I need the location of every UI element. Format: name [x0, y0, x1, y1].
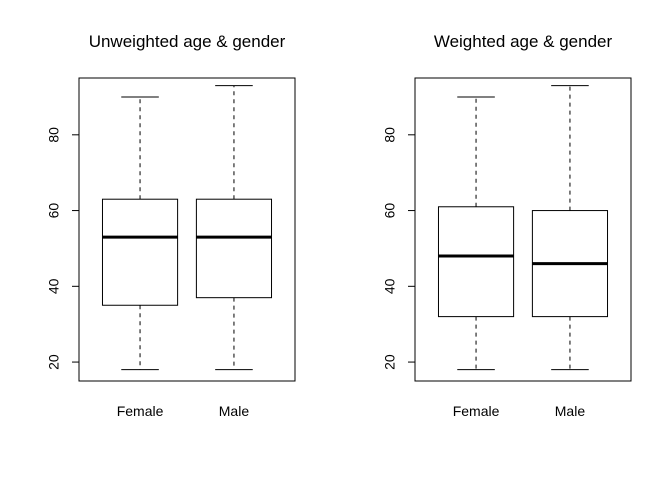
y-tick-label: 60	[382, 203, 398, 219]
iqr-box	[101, 198, 179, 306]
panel-unweighted: Unweighted age & gender 20 40 60 80 Female Ma…	[46, 32, 296, 419]
iqr-box	[437, 206, 515, 318]
x-tick-label: Female	[117, 403, 164, 419]
x-tick-label: Male	[555, 403, 586, 419]
x-tick-label: Female	[453, 403, 500, 419]
box-female	[437, 96, 515, 371]
chart-title: Weighted age & gender	[434, 32, 613, 51]
box-male	[195, 85, 273, 371]
y-tick-label: 80	[46, 127, 62, 143]
y-tick-label: 60	[46, 203, 62, 219]
box-male	[531, 85, 609, 371]
y-tick-label: 40	[382, 278, 398, 294]
x-tick-label: Male	[219, 403, 250, 419]
plot-frame	[78, 77, 296, 382]
plot-frame	[414, 77, 632, 382]
panel-weighted: Weighted age & gender 20 40 60 80 Female Male	[382, 32, 632, 419]
y-tick-label: 80	[382, 127, 398, 143]
y-tick-label: 40	[46, 278, 62, 294]
box-female	[101, 96, 179, 371]
chart-title: Unweighted age & gender	[89, 32, 286, 51]
y-tick-label: 20	[382, 354, 398, 370]
y-tick-label: 20	[46, 354, 62, 370]
iqr-box	[195, 198, 273, 299]
